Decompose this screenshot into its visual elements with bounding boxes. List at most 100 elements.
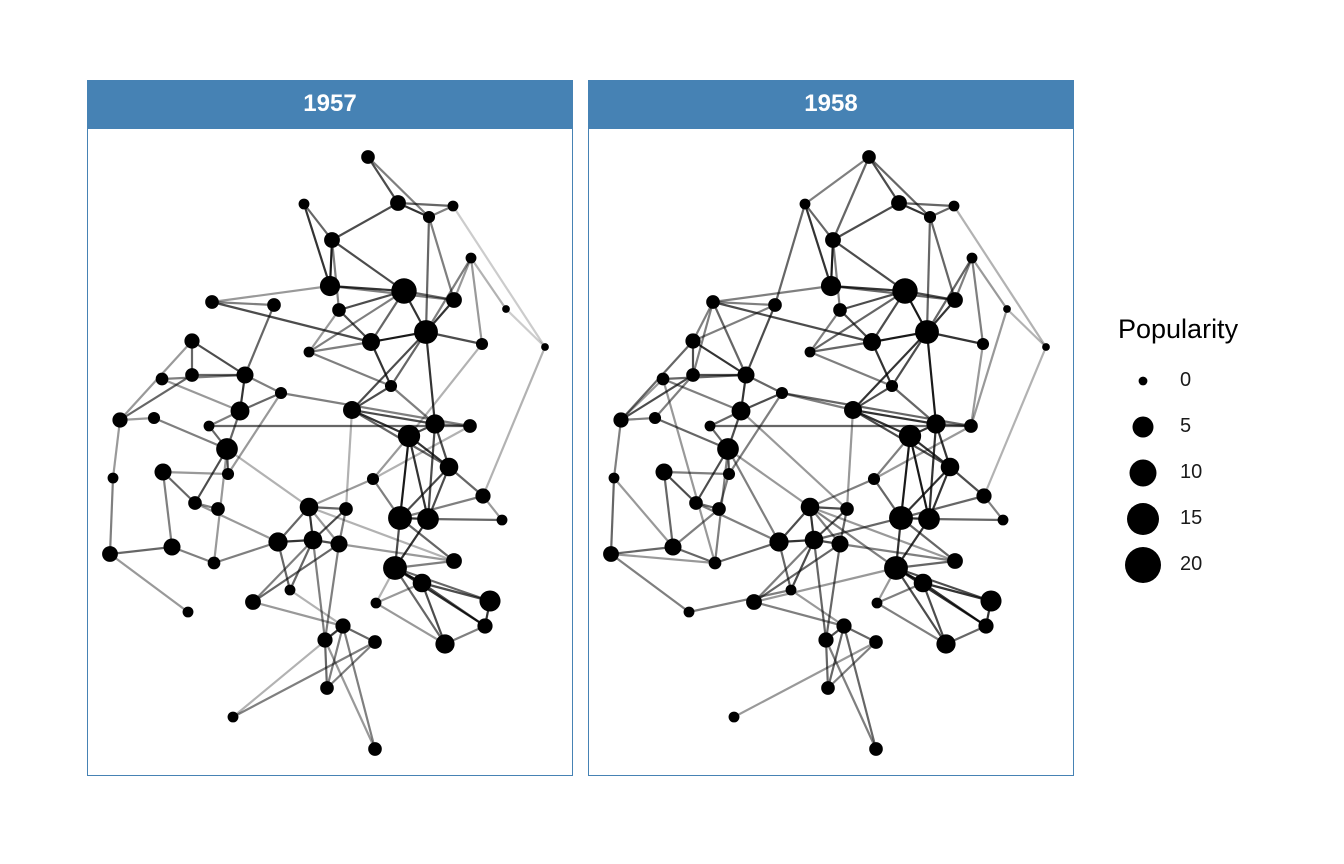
network-edge <box>688 588 792 614</box>
network-node <box>102 546 118 562</box>
network-node <box>898 424 922 448</box>
network-edge <box>900 494 985 520</box>
network-node <box>825 232 841 248</box>
network-edge <box>421 582 486 627</box>
network-edge <box>211 284 331 304</box>
network-node <box>728 711 740 723</box>
network-edge <box>252 600 344 628</box>
network-edge <box>692 303 776 343</box>
legend-label: 5 <box>1180 415 1192 437</box>
network-node <box>227 711 239 723</box>
network-node <box>918 508 940 530</box>
network-edge <box>970 257 985 345</box>
network-node <box>821 681 835 695</box>
network-node <box>978 618 994 634</box>
network-node <box>384 379 398 393</box>
network-edge <box>809 505 956 563</box>
network-node <box>463 419 477 433</box>
network-edge <box>898 201 955 208</box>
network-edge <box>781 391 854 412</box>
network-node <box>330 535 348 553</box>
legend-label: 10 <box>1180 461 1203 483</box>
network-node <box>154 463 172 481</box>
network-node <box>370 597 382 609</box>
network-node <box>871 597 883 609</box>
network-edge <box>827 641 877 689</box>
network-node <box>862 150 876 164</box>
network-node <box>737 366 755 384</box>
legend-dot <box>1129 459 1157 487</box>
network-edge <box>922 581 992 603</box>
network-edge <box>852 408 937 426</box>
network-node <box>913 573 933 593</box>
network-node <box>475 337 489 351</box>
network-node <box>947 553 963 569</box>
network-edge <box>226 448 310 508</box>
network-edge <box>876 602 947 645</box>
network-edge <box>610 545 674 556</box>
network-node <box>479 590 501 612</box>
network-edge <box>308 350 392 388</box>
network-node <box>299 497 319 517</box>
network-edge <box>895 566 992 603</box>
network-node <box>541 343 549 351</box>
network-node <box>731 401 751 421</box>
network-node <box>656 372 670 386</box>
network-node <box>477 618 493 634</box>
network-edge <box>469 257 484 345</box>
network-frame-1958 <box>588 128 1074 776</box>
network-edge <box>153 416 228 451</box>
network-node <box>391 278 417 304</box>
network-node <box>804 346 816 358</box>
network-node <box>274 386 288 400</box>
network-node <box>366 472 380 486</box>
legend-item: 10 <box>1110 450 1270 496</box>
network-edge <box>873 425 972 480</box>
network-node <box>708 556 722 570</box>
network-node <box>303 530 323 550</box>
network-node <box>915 320 939 344</box>
network-edge <box>394 566 491 603</box>
network-edge <box>308 309 340 353</box>
network-node <box>230 401 250 421</box>
network-node <box>818 632 834 648</box>
network-edge <box>421 581 491 603</box>
network-edge <box>969 308 1009 427</box>
network-node <box>362 333 380 351</box>
network-node <box>804 530 824 550</box>
network-node <box>383 556 407 580</box>
network-edge <box>610 553 690 613</box>
network-edge <box>424 216 431 333</box>
network-edge <box>470 257 507 310</box>
network-node <box>717 438 739 460</box>
network-edge <box>832 202 900 241</box>
network-edge <box>809 309 841 353</box>
network-edge <box>420 582 447 645</box>
network-edge <box>790 589 845 627</box>
network-edge <box>609 477 616 555</box>
network-node <box>320 681 334 695</box>
network-node <box>889 506 913 530</box>
network-node <box>184 333 200 349</box>
panel-1958: 1958 <box>588 80 1074 776</box>
legend-label: 0 <box>1180 369 1192 391</box>
network-node <box>706 295 720 309</box>
network-node <box>608 472 620 484</box>
network-node <box>926 414 946 434</box>
network-node <box>686 368 700 382</box>
network-edge <box>331 202 399 241</box>
network-node <box>185 368 199 382</box>
network-edge <box>194 502 279 543</box>
network-edge <box>809 290 906 353</box>
network-node <box>884 556 908 580</box>
network-node <box>785 584 797 596</box>
network-node <box>343 401 361 419</box>
network-node <box>412 573 432 593</box>
network-edge <box>308 477 374 509</box>
legend-dot <box>1132 416 1154 438</box>
legend-key <box>1125 547 1161 583</box>
network-edge <box>727 448 811 508</box>
network-node <box>940 457 960 477</box>
network-node <box>769 532 789 552</box>
network-edge <box>289 589 344 627</box>
